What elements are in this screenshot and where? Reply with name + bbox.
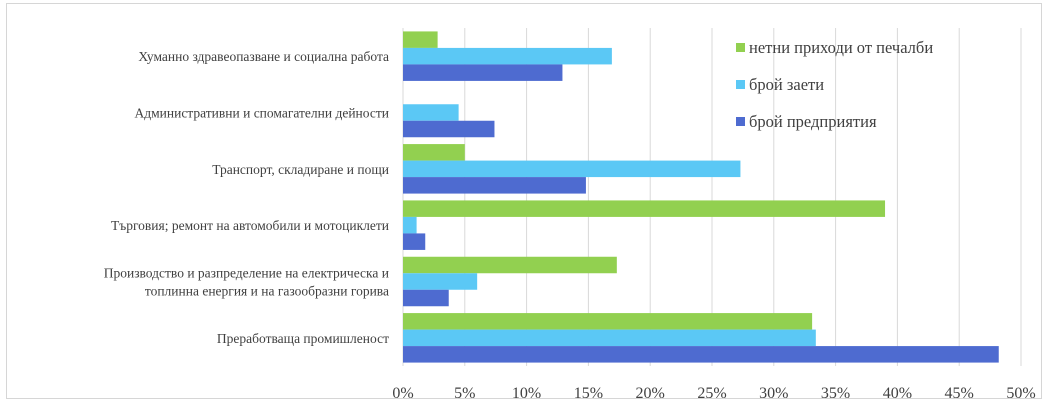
bar-брой-заети-2 [403, 160, 741, 178]
bar-брой-предприятия-4 [403, 289, 449, 307]
category-label: Производство и разпределение на електрич… [104, 266, 389, 281]
category-label: Преработваща промишленост [217, 331, 389, 346]
bar-брой-предприятия-0 [403, 64, 563, 81]
x-tick-label: 30% [759, 385, 788, 402]
legend-swatch-нетни-приходи-от-печалби [736, 43, 745, 52]
legend: нетни приходи от печалби брой заети брой п… [736, 38, 933, 131]
x-tick-label: 5% [454, 385, 475, 402]
x-tick-label: 50% [1006, 385, 1035, 402]
category-labels: Хуманно здравеопазване и социална работа… [104, 49, 389, 346]
category-label: Транспорт, складиране и пощи [212, 162, 389, 177]
legend-swatch-брой-предприятия [736, 117, 745, 126]
legend-label: брой предприятия [749, 112, 877, 131]
x-tick-label: 15% [574, 385, 603, 402]
category-label: Административни и спомагателни дейности [134, 106, 389, 121]
legend-label: нетни приходи от печалби [749, 38, 933, 57]
bar-брой-заети-0 [403, 47, 612, 65]
legend-label: брой заети [749, 75, 824, 94]
x-tick-label: 20% [636, 385, 665, 402]
bar-брой-предприятия-1 [403, 120, 495, 138]
bar-нетни-приходи-от-печалби-5 [403, 313, 813, 330]
bar-брой-предприятия-2 [403, 177, 586, 194]
legend-swatch-брой-заети [736, 80, 745, 89]
x-tick-label: 35% [821, 385, 850, 402]
bar-нетни-приходи-от-печалби-4 [403, 256, 617, 274]
bars [403, 31, 999, 363]
bar-нетни-приходи-от-печалби-2 [403, 144, 465, 161]
bar-брой-заети-1 [403, 104, 459, 121]
bar-нетни-приходи-от-печалби-0 [403, 31, 438, 48]
bar-брой-предприятия-5 [403, 346, 999, 363]
x-tick-label: 0% [392, 385, 413, 402]
x-tick-label: 40% [883, 385, 912, 402]
x-tick-label: 10% [512, 385, 541, 402]
x-axis-ticks: 0% 5% 10% 15% 20% 25% 30% 35% 40% 45% 50% [392, 385, 1035, 402]
bar-брой-заети-3 [403, 216, 417, 234]
bar-брой-предприятия-3 [403, 233, 426, 250]
category-label: топлинна енергия и на газообразни горива [145, 284, 389, 299]
bar-брой-заети-5 [403, 329, 816, 347]
gridlines [402, 28, 1022, 366]
x-tick-label: 45% [945, 385, 974, 402]
bar-нетни-приходи-от-печалби-3 [403, 200, 886, 217]
x-tick-label: 25% [697, 385, 726, 402]
bar-брой-заети-4 [403, 273, 478, 290]
category-label: Търговия; ремонт на автомобили и мотоцик… [111, 218, 389, 233]
category-label: Хуманно здравеопазване и социална работа [138, 49, 389, 64]
